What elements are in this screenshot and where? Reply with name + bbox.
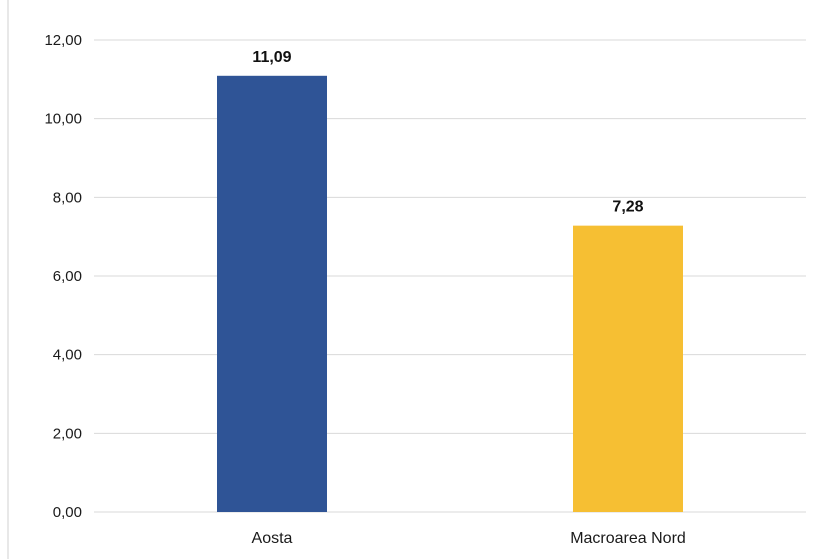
- y-tick-label: 4,00: [53, 347, 82, 364]
- category-label: Macroarea Nord: [570, 530, 686, 547]
- y-tick-label: 12,00: [44, 32, 82, 49]
- bars: [217, 75, 683, 513]
- gridlines: [94, 39, 806, 513]
- x-axis-categories: Aosta Macroarea Nord: [252, 530, 686, 547]
- y-tick-label: 2,00: [53, 425, 82, 442]
- y-tick-label: 6,00: [53, 268, 82, 285]
- category-label: Aosta: [252, 530, 293, 547]
- bar: [217, 75, 327, 512]
- bar: [573, 225, 683, 513]
- y-axis-ticks: 0,00 2,00 4,00 6,00 8,00 10,00 12,00: [44, 32, 82, 521]
- y-tick-label: 0,00: [53, 504, 82, 521]
- data-labels: 11,09 7,28: [252, 49, 643, 216]
- y-tick-label: 8,00: [53, 189, 82, 206]
- data-label: 11,09: [252, 49, 291, 66]
- y-tick-label: 10,00: [44, 111, 82, 128]
- data-label: 7,28: [612, 199, 643, 216]
